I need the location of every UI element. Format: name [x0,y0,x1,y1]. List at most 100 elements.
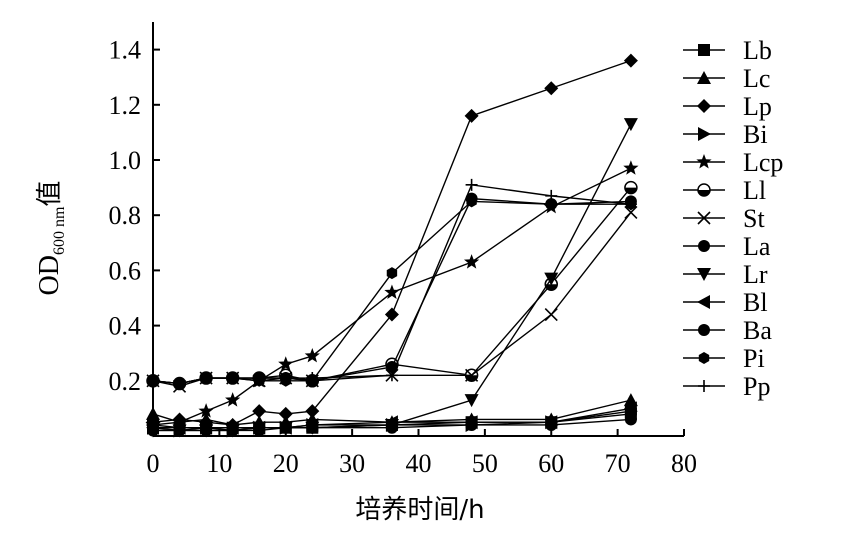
legend-marker [698,352,710,364]
series-line [152,167,632,426]
data-point [253,372,266,385]
data-point [171,414,188,429]
legend-marker [697,268,711,281]
data-point [464,108,479,123]
legend-entry: Lb [683,36,772,65]
series-lcp [145,160,639,432]
legend-marker [697,295,710,309]
data-point [544,81,559,96]
data-point [623,401,637,416]
series-bl [146,401,637,435]
y-axis-label-suffix: 值 [35,181,65,207]
data-point [147,374,159,387]
legend-marker [697,99,711,113]
data-point [278,420,292,435]
y-axis-label: OD600 nm值 [34,181,68,296]
y-axis-label-main: OD [34,255,65,295]
legend-entry: Pi [683,344,765,373]
data-point [200,372,213,385]
data-point [464,394,479,408]
data-point [386,267,398,280]
data-point [546,198,557,211]
data-point [466,195,477,208]
data-point [544,272,559,286]
data-point [304,347,320,363]
legend-entry: Pp [683,372,770,401]
data-point [465,368,479,382]
legend-entry: Ba [683,316,772,345]
legend-entry: Lc [683,64,770,93]
legend-label: Pi [743,344,765,373]
data-point [225,420,239,435]
legend-marker [697,71,711,84]
data-point [624,198,637,211]
legend-label: La [743,232,771,261]
data-point [384,307,399,322]
data-point [385,369,398,382]
data-point [623,53,638,68]
data-point [624,180,638,195]
legend-marker [698,380,710,392]
legend-marker [698,324,710,336]
series-pp [147,178,637,390]
data-point [624,413,637,426]
legend-label: Bl [743,288,768,317]
y-tick-label: 1.0 [109,146,142,175]
legend-marker [698,240,710,252]
legend-label: Ll [743,176,766,205]
y-tick-label: 0.6 [109,256,142,285]
y-tick-label: 0.8 [109,201,142,230]
data-point [305,404,320,419]
legend-entry: Lcp [683,148,783,177]
x-tick-label: 50 [472,449,498,478]
data-point [173,377,186,390]
data-point [465,178,478,191]
legend-marker [698,44,710,56]
data-point [279,372,292,385]
legend-marker [697,183,711,197]
x-tick-label: 30 [339,449,365,478]
legend-entry: Bi [683,120,768,149]
legend-entry: Lp [683,92,772,121]
legend-label: Bi [743,120,768,149]
data-point [384,284,400,299]
data-point [225,392,241,407]
data-point [278,356,294,371]
x-tick-label: 0 [147,449,160,478]
plot-area [145,53,639,438]
legend-entry: La [683,232,771,261]
data-point [385,361,398,373]
data-point [198,403,214,418]
legend-label: Lc [743,64,770,93]
x-tick-label: 40 [406,449,432,478]
legend-label: St [743,204,765,233]
data-point [226,372,239,385]
legend-label: Lcp [743,148,783,177]
legend-label: Pp [743,372,770,401]
x-tick-label: 70 [605,449,631,478]
axes: 0 10 20 30 40 50 60 70 80 0.2 0.4 0.6 0.8 1.0 1.2 1.4 [109,22,697,478]
legend-entry: St [683,204,765,233]
data-point [306,372,319,385]
data-point [172,420,186,435]
legend-label: Lp [743,92,772,121]
x-tick-label: 20 [273,449,299,478]
data-point [464,415,478,430]
y-axis-label-sub: 600 nm [51,206,68,255]
legend-label: Lr [743,260,768,289]
x-axis-label: 培养时间/h [355,495,484,525]
legend-label: Ba [743,316,772,345]
y-tick-label: 1.4 [109,36,142,65]
data-point [623,160,639,175]
y-tick-label: 0.2 [109,367,142,396]
x-tick-label: 60 [538,449,564,478]
data-point [544,307,558,322]
legend-label: Lb [743,36,772,65]
data-point [146,420,159,435]
legend-entry: Lr [683,260,768,289]
data-point [463,254,480,269]
data-point [252,420,266,435]
